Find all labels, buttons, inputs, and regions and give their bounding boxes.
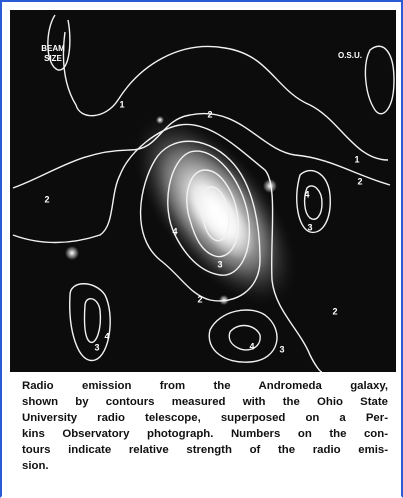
caption: Radio emission from the Andromeda galaxy… (22, 378, 388, 474)
contour-label: 3 (94, 342, 99, 352)
contour-label: 2 (197, 294, 202, 304)
contour-label: 4 (104, 331, 109, 341)
contour-label: 3 (279, 344, 284, 354)
caption-line: shown by contours measured with the Ohio… (22, 396, 388, 408)
contours (12, 14, 395, 372)
contour-label: 3 (307, 222, 312, 232)
caption-line: Radio emission from the Andromeda galaxy… (22, 380, 388, 392)
contour-label: 1 (354, 154, 359, 164)
contour-label: 4 (304, 189, 309, 199)
contour-label: 3 (217, 259, 222, 269)
contour-label: 2 (207, 109, 212, 119)
contour-label: 4 (172, 226, 177, 236)
caption-line: University radio telescope, superposed o… (22, 412, 388, 424)
caption-line: kins Observatory photograph. Numbers on … (22, 428, 388, 440)
contour-label: 2 (332, 306, 337, 316)
contour-label: 1 (119, 99, 124, 109)
credit: O.S.U. (338, 51, 362, 60)
contour-label: 4 (249, 341, 254, 351)
stars (65, 116, 277, 305)
beam-label-line: BEAM SIZE (41, 44, 65, 63)
caption-line: sion. (22, 460, 49, 472)
galaxy-core (189, 184, 255, 260)
caption-line: tours indicate relative strength of the … (22, 444, 388, 456)
contour-label: 2 (357, 176, 362, 186)
contour-label: 2 (44, 194, 49, 204)
